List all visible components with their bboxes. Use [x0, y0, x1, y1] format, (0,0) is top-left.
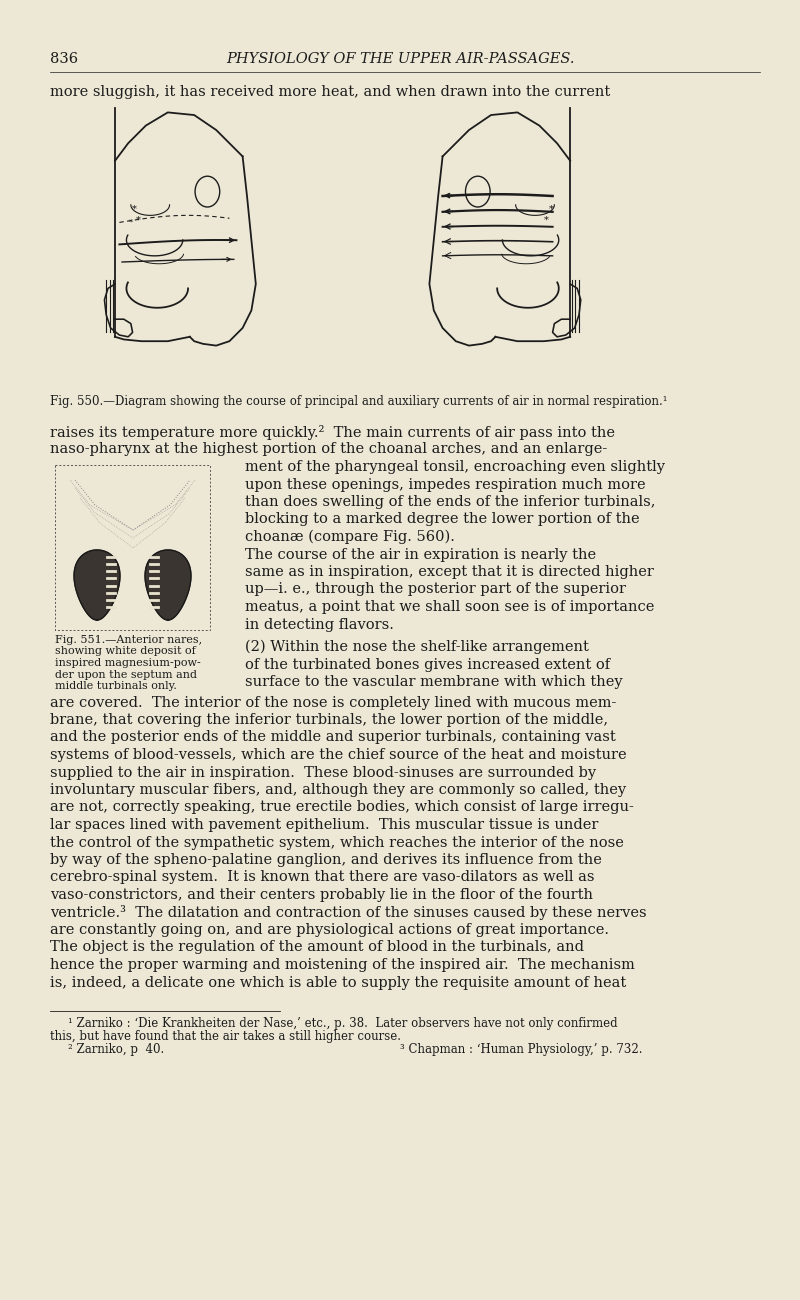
FancyBboxPatch shape — [55, 465, 210, 630]
Text: Fig. 550.—Diagram showing the course of principal and auxiliary currents of air : Fig. 550.—Diagram showing the course of … — [50, 395, 667, 408]
Text: same as in inspiration, except that it is directed higher: same as in inspiration, except that it i… — [245, 566, 654, 578]
Text: meatus, a point that we shall soon see is of importance: meatus, a point that we shall soon see i… — [245, 601, 654, 614]
Polygon shape — [74, 550, 120, 620]
Text: *: * — [132, 204, 137, 213]
Text: ² Zarniko, p  40.: ² Zarniko, p 40. — [68, 1043, 164, 1056]
Text: 836: 836 — [50, 52, 78, 66]
Text: ³ Chapman : ‘Human Physiology,’ p. 732.: ³ Chapman : ‘Human Physiology,’ p. 732. — [400, 1043, 642, 1056]
Text: ¹ Zarniko : ‘Die Krankheiten der Nase,’ etc., p. 38.  Later observers have not o: ¹ Zarniko : ‘Die Krankheiten der Nase,’ … — [68, 1017, 618, 1030]
Text: showing white deposit of: showing white deposit of — [55, 646, 196, 656]
Text: *: * — [136, 216, 141, 225]
Text: Fig. 551.—Anterior nares,: Fig. 551.—Anterior nares, — [55, 634, 202, 645]
Text: PHYSIOLOGY OF THE UPPER AIR-PASSAGES.: PHYSIOLOGY OF THE UPPER AIR-PASSAGES. — [226, 52, 574, 66]
Text: of the turbinated bones gives increased extent of: of the turbinated bones gives increased … — [245, 658, 610, 672]
Text: upon these openings, impedes respiration much more: upon these openings, impedes respiration… — [245, 477, 646, 491]
Text: surface to the vascular membrane with which they: surface to the vascular membrane with wh… — [245, 675, 622, 689]
Text: choanæ (compare Fig. 560).: choanæ (compare Fig. 560). — [245, 530, 455, 545]
Text: *: * — [549, 204, 554, 213]
Text: *: * — [544, 216, 549, 225]
Text: the control of the sympathetic system, which reaches the interior of the nose: the control of the sympathetic system, w… — [50, 836, 624, 849]
Text: in detecting flavors.: in detecting flavors. — [245, 618, 394, 632]
Text: supplied to the air in inspiration.  These blood-sinuses are surrounded by: supplied to the air in inspiration. Thes… — [50, 766, 596, 780]
Text: The course of the air in expiration is nearly the: The course of the air in expiration is n… — [245, 547, 596, 562]
Text: vaso-constrictors, and their centers probably lie in the floor of the fourth: vaso-constrictors, and their centers pro… — [50, 888, 593, 902]
Text: *: * — [129, 218, 133, 226]
Text: The object is the regulation of the amount of blood in the turbinals, and: The object is the regulation of the amou… — [50, 940, 584, 954]
Text: up—i. e., through the posterior part of the superior: up—i. e., through the posterior part of … — [245, 582, 626, 597]
Text: ment of the pharyngeal tonsil, encroaching even slightly: ment of the pharyngeal tonsil, encroachi… — [245, 460, 665, 474]
Text: are covered.  The interior of the nose is completely lined with mucous mem-: are covered. The interior of the nose is… — [50, 696, 616, 710]
Text: der upon the septum and: der upon the septum and — [55, 670, 197, 680]
Text: naso-pharynx at the highest portion of the choanal arches, and an enlarge-: naso-pharynx at the highest portion of t… — [50, 442, 607, 456]
Polygon shape — [145, 550, 191, 620]
Text: raises its temperature more quickly.²  The main currents of air pass into the: raises its temperature more quickly.² Th… — [50, 425, 615, 439]
Text: (2) Within the nose the shelf-like arrangement: (2) Within the nose the shelf-like arran… — [245, 640, 589, 654]
Text: than does swelling of the ends of the inferior turbinals,: than does swelling of the ends of the in… — [245, 495, 655, 510]
Text: by way of the spheno-palatine ganglion, and derives its influence from the: by way of the spheno-palatine ganglion, … — [50, 853, 602, 867]
Text: brane, that covering the inferior turbinals, the lower portion of the middle,: brane, that covering the inferior turbin… — [50, 712, 608, 727]
Text: inspired magnesium-pow-: inspired magnesium-pow- — [55, 658, 201, 668]
Text: more sluggish, it has received more heat, and when drawn into the current: more sluggish, it has received more heat… — [50, 84, 610, 99]
Text: this, but have found that the air takes a still higher course.: this, but have found that the air takes … — [50, 1030, 401, 1043]
Text: blocking to a marked degree the lower portion of the: blocking to a marked degree the lower po… — [245, 512, 640, 527]
Text: and the posterior ends of the middle and superior turbinals, containing vast: and the posterior ends of the middle and… — [50, 731, 616, 745]
Text: are not, correctly speaking, true erectile bodies, which consist of large irregu: are not, correctly speaking, true erecti… — [50, 801, 634, 815]
Text: lar spaces lined with pavement epithelium.  This muscular tissue is under: lar spaces lined with pavement epitheliu… — [50, 818, 598, 832]
Text: is, indeed, a delicate one which is able to supply the requisite amount of heat: is, indeed, a delicate one which is able… — [50, 975, 626, 989]
Text: ventricle.³  The dilatation and contraction of the sinuses caused by these nerve: ventricle.³ The dilatation and contracti… — [50, 906, 646, 920]
Text: middle turbinals only.: middle turbinals only. — [55, 681, 177, 692]
Text: are constantly going on, and are physiological actions of great importance.: are constantly going on, and are physiol… — [50, 923, 609, 937]
Text: hence the proper warming and moistening of the inspired air.  The mechanism: hence the proper warming and moistening … — [50, 958, 635, 972]
Text: involuntary muscular fibers, and, although they are commonly so called, they: involuntary muscular fibers, and, althou… — [50, 783, 626, 797]
Text: cerebro-spinal system.  It is known that there are vaso-dilators as well as: cerebro-spinal system. It is known that … — [50, 871, 594, 884]
Text: systems of blood-vessels, which are the chief source of the heat and moisture: systems of blood-vessels, which are the … — [50, 747, 626, 762]
